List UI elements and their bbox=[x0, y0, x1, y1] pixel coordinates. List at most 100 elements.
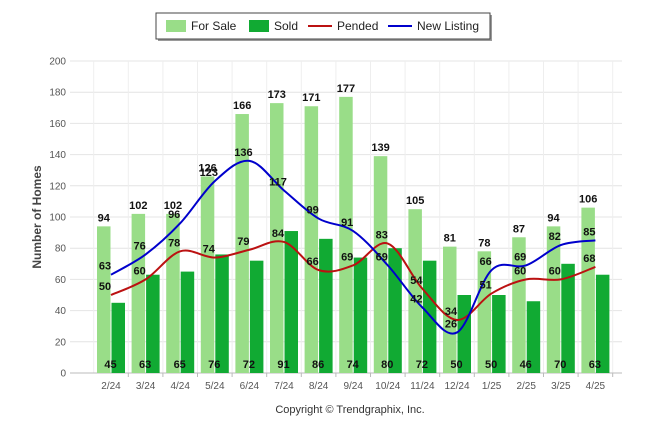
data-label-new-listing: 123 bbox=[200, 167, 218, 179]
bars bbox=[97, 96, 610, 374]
y-tick-label: 60 bbox=[55, 275, 67, 286]
bar-sold bbox=[284, 231, 298, 373]
data-label-for-sale: 106 bbox=[579, 194, 597, 206]
x-tick-label: 6/24 bbox=[240, 381, 260, 392]
data-label-for-sale: 87 bbox=[513, 223, 525, 235]
x-tick-label: 9/24 bbox=[343, 381, 363, 392]
bar-for-sale bbox=[373, 156, 388, 373]
y-tick-label: 140 bbox=[49, 150, 66, 161]
data-label-pended: 60 bbox=[133, 265, 145, 277]
data-label-for-sale: 78 bbox=[478, 237, 490, 249]
data-label-pended: 78 bbox=[168, 237, 180, 249]
data-label-pended: 51 bbox=[479, 279, 491, 291]
bar-for-sale bbox=[408, 209, 422, 373]
copyright-text: Copyright © Trendgraphix, Inc. bbox=[275, 404, 424, 416]
x-tick-label: 8/24 bbox=[309, 381, 329, 392]
data-label-pended: 34 bbox=[445, 306, 458, 318]
legend: For Sale Sold Pended New Listing bbox=[155, 12, 492, 41]
data-label-sold: 46 bbox=[520, 359, 532, 371]
data-label-new-listing: 76 bbox=[133, 240, 145, 252]
bar-sold bbox=[561, 263, 575, 373]
y-tick-label: 100 bbox=[49, 213, 66, 224]
legend-label-pended: Pended bbox=[337, 19, 378, 33]
x-tick-label: 7/24 bbox=[274, 381, 294, 392]
legend-label-for-sale: For Sale bbox=[191, 19, 237, 33]
bar-sold bbox=[146, 274, 160, 373]
bar-for-sale bbox=[546, 226, 561, 373]
y-tick-label: 200 bbox=[49, 57, 66, 68]
data-label-pended: 54 bbox=[410, 275, 423, 287]
data-labels: 94 102 102 126 166 173 171 177 139 105 81 78 87 94 106… bbox=[98, 83, 601, 371]
data-label-new-listing: 42 bbox=[410, 293, 422, 305]
y-tick-label: 180 bbox=[49, 88, 66, 99]
bar-for-sale bbox=[97, 226, 111, 373]
bar-sold bbox=[492, 295, 506, 373]
data-label-pended: 66 bbox=[306, 256, 318, 268]
data-label-sold: 74 bbox=[347, 359, 360, 371]
data-label-for-sale: 173 bbox=[268, 89, 286, 101]
bar-sold bbox=[319, 238, 333, 373]
data-label-sold: 91 bbox=[277, 359, 289, 371]
x-tick-label: 11/24 bbox=[410, 381, 435, 392]
x-axis: 2/24 3/24 4/24 5/24 6/24 7/24 8/24 9/24 10/24 11/… bbox=[101, 373, 614, 392]
bar-sold bbox=[249, 260, 264, 373]
y-tick-label: 0 bbox=[60, 369, 66, 380]
data-label-pended: 68 bbox=[583, 253, 595, 265]
data-label-pended: 69 bbox=[341, 251, 353, 263]
data-label-for-sale: 81 bbox=[444, 233, 456, 245]
data-label-pended: 50 bbox=[99, 281, 111, 293]
data-label-new-listing: 117 bbox=[269, 176, 287, 188]
data-label-sold: 72 bbox=[416, 359, 428, 371]
y-axis-label: Number of Homes bbox=[30, 165, 44, 269]
data-label-for-sale: 94 bbox=[98, 212, 111, 224]
data-label-for-sale: 166 bbox=[233, 100, 251, 112]
data-label-new-listing: 91 bbox=[341, 217, 353, 229]
lines bbox=[110, 159, 596, 335]
y-tick-label: 80 bbox=[55, 244, 67, 255]
bar-for-sale bbox=[581, 207, 595, 373]
bar-for-sale bbox=[131, 213, 146, 373]
data-label-pended: 60 bbox=[549, 265, 561, 277]
x-tick-label: 10/24 bbox=[375, 381, 400, 392]
data-label-sold: 72 bbox=[243, 359, 255, 371]
data-label-for-sale: 105 bbox=[406, 195, 424, 207]
legend-label-new-listing: New Listing bbox=[417, 19, 479, 33]
bar-for-sale bbox=[443, 246, 457, 373]
data-label-sold: 80 bbox=[381, 359, 393, 371]
data-label-pended: 83 bbox=[376, 230, 388, 242]
data-label-new-listing: 69 bbox=[514, 251, 526, 263]
x-tick-label: 5/24 bbox=[205, 381, 225, 392]
data-label-new-listing: 82 bbox=[549, 231, 561, 243]
data-label-new-listing: 85 bbox=[583, 226, 595, 238]
x-tick-label: 3/25 bbox=[551, 381, 571, 392]
data-label-sold: 86 bbox=[312, 359, 324, 371]
data-label-sold: 70 bbox=[554, 359, 566, 371]
data-label-for-sale: 177 bbox=[337, 83, 355, 95]
legend-label-sold: Sold bbox=[274, 19, 298, 33]
bar-for-sale bbox=[512, 237, 526, 373]
data-label-sold: 63 bbox=[589, 359, 601, 371]
legend-swatch-sold bbox=[249, 20, 269, 32]
x-tick-label: 2/24 bbox=[101, 381, 121, 392]
data-label-for-sale: 171 bbox=[302, 92, 320, 104]
x-tick-label: 12/24 bbox=[444, 381, 469, 392]
data-label-pended: 60 bbox=[514, 265, 526, 277]
bar-sold bbox=[180, 271, 195, 373]
bar-for-sale bbox=[339, 96, 353, 373]
x-tick-label: 1/25 bbox=[482, 381, 502, 392]
data-label-new-listing: 66 bbox=[479, 256, 491, 268]
y-axis: 0 20 40 60 80 100 120 140 160 180 200 bbox=[49, 57, 66, 380]
data-label-for-sale: 139 bbox=[371, 142, 389, 154]
data-label-sold: 45 bbox=[104, 359, 116, 371]
data-label-new-listing: 96 bbox=[168, 209, 180, 221]
x-tick-label: 4/24 bbox=[170, 381, 190, 392]
x-tick-label: 3/24 bbox=[136, 381, 156, 392]
data-label-new-listing: 63 bbox=[99, 261, 111, 273]
data-label-new-listing: 69 bbox=[376, 251, 388, 263]
y-tick-label: 160 bbox=[49, 119, 66, 130]
data-label-new-listing: 99 bbox=[306, 205, 318, 217]
data-label-for-sale: 94 bbox=[547, 212, 560, 224]
bar-sold bbox=[111, 302, 125, 373]
data-label-pended: 84 bbox=[272, 228, 285, 240]
